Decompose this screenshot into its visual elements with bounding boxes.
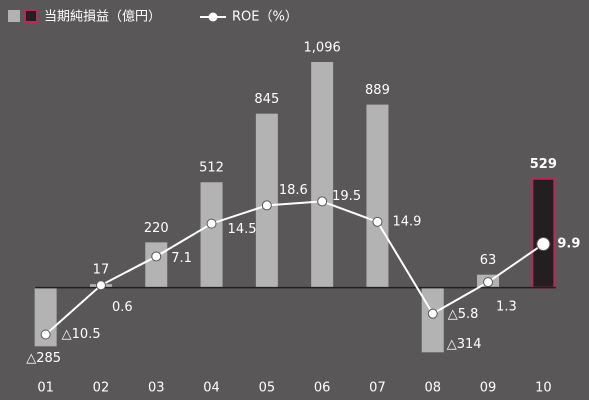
roe-marker <box>483 277 494 288</box>
roe-value-label: 18.6 <box>279 183 308 198</box>
bar-value-label: 1,096 <box>304 41 341 56</box>
bar <box>421 287 444 353</box>
legend-label: ROE（%） <box>232 10 298 25</box>
x-tick-label: 01 <box>37 381 54 396</box>
roe-marker <box>427 308 438 319</box>
roe-value-label: 7.1 <box>171 251 192 266</box>
roe-marker <box>206 218 217 229</box>
legend-swatch <box>24 9 38 23</box>
roe-marker <box>40 329 51 340</box>
x-tick-label: 07 <box>369 381 386 396</box>
bar <box>531 177 556 289</box>
roe-value-label: 9.9 <box>557 237 580 252</box>
bar-value-label: 529 <box>530 157 557 172</box>
x-tick-label: 10 <box>535 381 552 396</box>
roe-marker <box>95 280 106 291</box>
bar <box>366 104 389 288</box>
x-tick-label: 05 <box>259 381 276 396</box>
x-tick-label: 09 <box>480 381 497 396</box>
roe-value-label: 1.3 <box>496 300 517 315</box>
roe-marker <box>261 200 272 211</box>
roe-value-label: 14.5 <box>228 222 257 237</box>
x-tick-label: 04 <box>203 381 220 396</box>
bar-value-label: △285 <box>26 351 61 366</box>
roe-marker <box>151 251 162 262</box>
bar <box>34 287 57 347</box>
bar-value-label: 889 <box>365 83 390 98</box>
x-tick-label: 02 <box>93 381 110 396</box>
bar-value-label: △314 <box>447 337 482 352</box>
bar-value-label: 220 <box>144 221 169 236</box>
bar-value-label: 63 <box>480 253 497 268</box>
roe-marker <box>536 237 551 252</box>
bar <box>311 62 334 288</box>
roe-value-label: △5.8 <box>448 307 479 322</box>
roe-value-label: 0.6 <box>112 300 133 315</box>
roe-line <box>44 200 544 336</box>
roe-marker <box>372 216 383 227</box>
roe-value-label: 14.9 <box>392 214 421 229</box>
legend-swatch <box>8 10 20 22</box>
legend-marker <box>208 12 218 22</box>
x-tick-label: 03 <box>148 381 165 396</box>
roe-value-label: △10.5 <box>62 327 101 342</box>
roe-marker <box>317 196 328 207</box>
bar-value-label: 17 <box>93 263 110 278</box>
x-tick-label: 08 <box>424 381 441 396</box>
bar-value-label: 512 <box>199 161 224 176</box>
bar <box>200 182 223 288</box>
bar-value-label: 845 <box>254 92 279 107</box>
x-tick-label: 06 <box>314 381 331 396</box>
legend-label: 当期純損益（億円） <box>44 9 161 25</box>
roe-value-label: 19.5 <box>332 189 361 204</box>
bar <box>145 242 168 288</box>
